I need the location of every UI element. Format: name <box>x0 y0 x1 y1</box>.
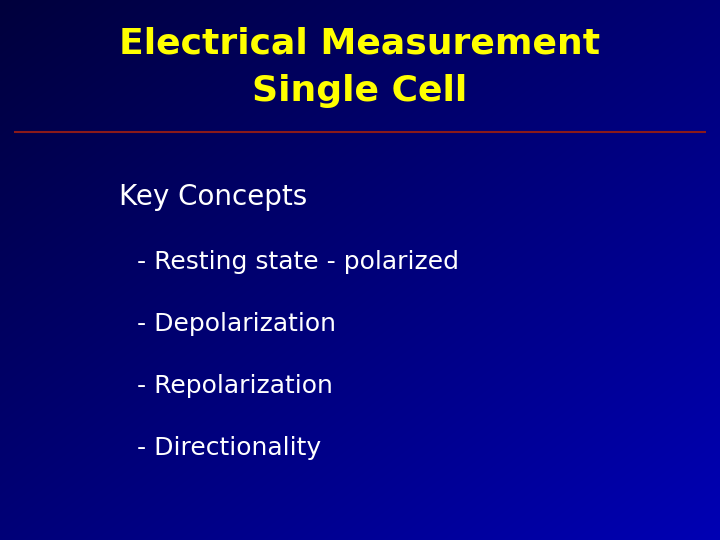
Text: Key Concepts: Key Concepts <box>119 183 307 211</box>
Text: - Resting state - polarized: - Resting state - polarized <box>137 250 459 274</box>
Text: - Directionality: - Directionality <box>137 436 321 460</box>
Text: - Repolarization: - Repolarization <box>137 374 333 398</box>
Text: - Depolarization: - Depolarization <box>137 312 336 336</box>
Text: Electrical Measurement
Single Cell: Electrical Measurement Single Cell <box>120 27 600 108</box>
